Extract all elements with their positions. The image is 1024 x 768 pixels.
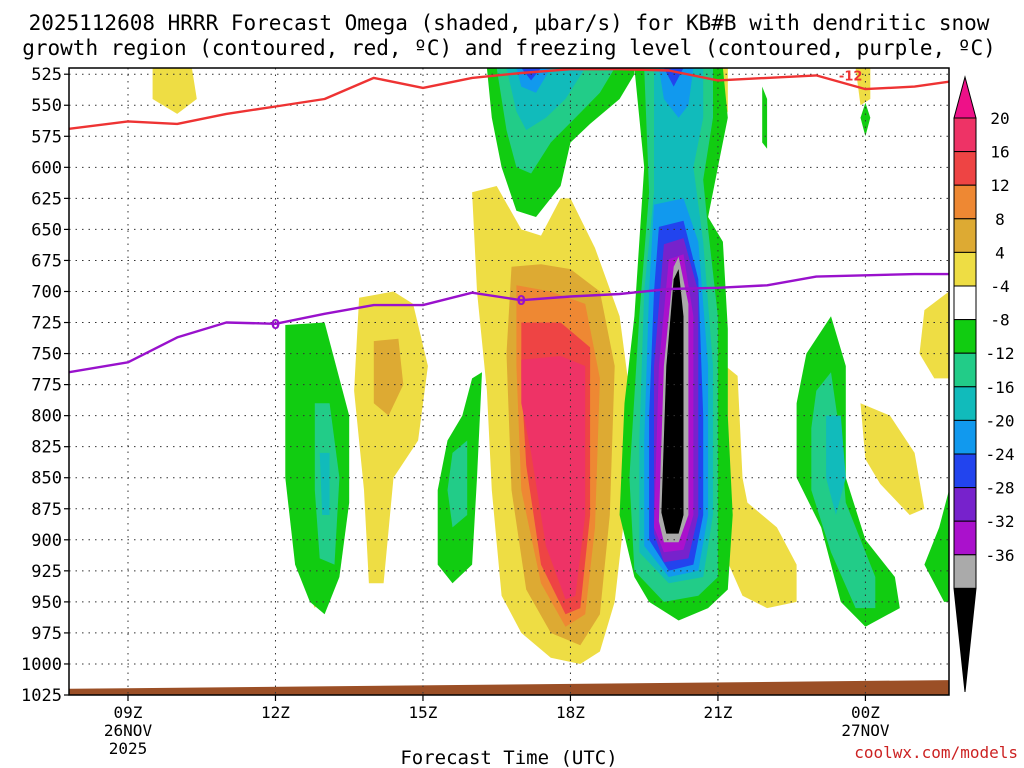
y-tick-label-1000: 1000 [21,655,62,675]
omega-region-40 [762,86,768,149]
x-tick-year-09Z: 2025 [109,739,148,758]
colorbar-segment-2 [953,184,977,220]
colorbar-segment-4 [953,251,977,287]
y-tick-label-725: 725 [31,314,62,334]
y-tick-label-525: 525 [31,65,62,85]
colorbar-label--36: -36 [986,546,1015,565]
colorbar-segment-6 [953,319,977,354]
contour-line-1 [69,68,949,130]
colorbar-segment-3 [953,218,977,253]
plot-frame [68,67,950,696]
colorbar-label--4: -4 [990,277,1009,296]
colorbar-bottom-arrow [953,587,977,693]
chart-title-line-2: growth region (contoured, red, ºC) and f… [22,36,996,60]
omega-region-9 [373,338,404,416]
y-tick-label-675: 675 [31,251,62,271]
omega-region-37 [826,415,846,515]
y-tick-label-825: 825 [31,438,62,458]
contour-label-2: -12 [839,69,863,84]
x-tick-label-18Z: 18Z [556,703,585,722]
colorbar-top-arrow [953,75,977,119]
colorbar-segment-1 [953,151,977,186]
colorbar-label-8: 8 [995,210,1005,229]
terrain-layer [69,680,949,695]
colorbar-segment-5 [953,285,977,321]
colorbar-segment-12 [953,520,977,556]
colorbar: 20 16 12 8 4 -4 -8 -12 -16 -20 -24 -28 -32 -36 [953,75,1015,693]
y-tick-label-875: 875 [31,500,62,520]
omega-shading [152,68,949,664]
y-tick-label-650: 650 [31,220,62,240]
credit-link[interactable]: coolwx.com/models [854,743,1018,762]
contour-label-1: 0 [517,294,526,309]
contour-label-0: 0 [271,318,280,333]
omega-region-32 [319,452,330,515]
x-tick-date-00Z: 27NOV [841,721,890,740]
y-tick-label-575: 575 [31,127,62,147]
chart-title-line-1: 2025112608 HRRR Forecast Omega (shaded, … [29,11,990,35]
x-tick-date-09Z: 26NOV [104,721,153,740]
colorbar-label-4: 4 [995,243,1005,262]
colorbar-label--24: -24 [986,445,1015,464]
omega-region-11 [717,359,797,609]
omega-region-2 [855,68,871,106]
y-tick-label-550: 550 [31,96,62,116]
x-tick-label-15Z: 15Z [409,703,438,722]
colorbar-segment-10 [953,453,977,489]
x-tick-label-09Z: 09Z [114,703,143,722]
colorbar-segment-0 [953,117,977,153]
y-tick-label-775: 775 [31,376,62,396]
omega-region-29 [661,269,684,534]
y-tick-label-975: 975 [31,624,62,644]
colorbar-label--32: -32 [986,512,1015,531]
temperature-contours: 0 0 -12 [69,68,949,374]
y-tick-label-925: 925 [31,562,62,582]
y-tick-label-850: 850 [31,469,62,489]
colorbar-segment-9 [953,419,977,455]
colorbar-label--8: -8 [990,311,1009,330]
y-tick-label-900: 900 [31,531,62,551]
colorbar-segment-11 [953,487,977,522]
y-tick-label-625: 625 [31,189,62,209]
colorbar-label-20: 20 [990,109,1009,128]
y-tick-label-800: 800 [31,407,62,427]
y-tick-label-750: 750 [31,345,62,365]
x-axis-label: Forecast Time (UTC) [400,747,617,768]
colorbar-label--28: -28 [986,479,1015,498]
omega-region-0 [152,68,197,114]
x-tick-label-00Z: 00Z [851,703,880,722]
omega-region-22 [658,68,694,118]
colorbar-label--12: -12 [986,344,1015,363]
y-tick-label-700: 700 [31,282,62,302]
y-tick-label-1025: 1025 [21,686,62,706]
colorbar-label--20: -20 [986,411,1015,430]
y-tick-label-950: 950 [31,593,62,613]
contour-line-0 [69,272,949,374]
x-tick-label-12Z: 12Z [261,703,290,722]
colorbar-segment-8 [953,386,977,421]
grid-lines [69,68,949,696]
colorbar-label--16: -16 [986,378,1015,397]
colorbar-label-16: 16 [990,143,1009,162]
omega-region-34 [447,440,468,528]
colorbar-segment-7 [953,352,977,388]
colorbar-label-12: 12 [990,176,1009,195]
x-tick-label-21Z: 21Z [703,703,732,722]
omega-region-8 [354,291,428,584]
omega-region-12 [860,403,925,515]
omega-region-13 [919,291,949,379]
colorbar-segment-13 [953,554,977,589]
terrain-ground [69,680,949,695]
omega-region-38 [860,102,871,137]
omega-region-7 [521,356,586,600]
y-tick-label-600: 600 [31,158,62,178]
y-axis: 525 550 575 600 625 650 675 700 725 750 775 800 825 8… [21,65,69,706]
omega-region-39 [924,490,949,602]
